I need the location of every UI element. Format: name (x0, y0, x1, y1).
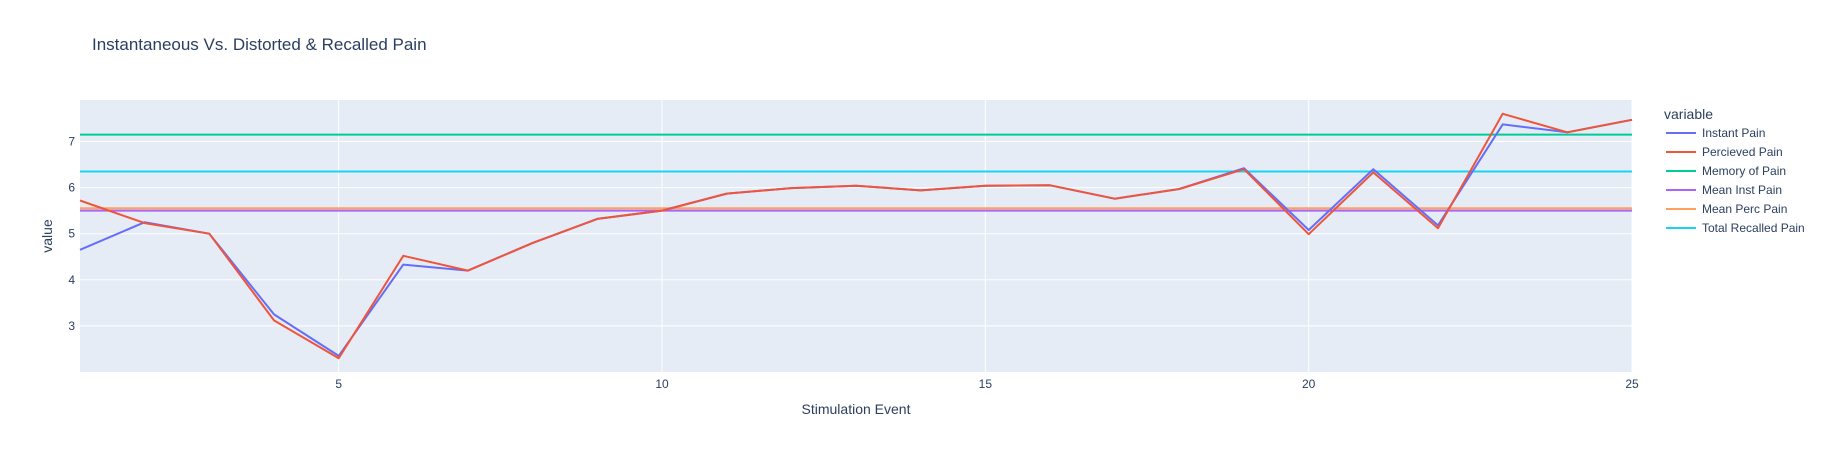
x-axis-title: Stimulation Event (802, 401, 911, 417)
y-axis-title: value (39, 219, 55, 253)
legend-item-mean-perc-pain[interactable]: Mean Perc Pain (1666, 202, 1787, 216)
legend-label: Mean Perc Pain (1702, 202, 1787, 216)
series-line-percieved-pain (79, 112, 1633, 360)
x-tick-label: 5 (335, 377, 342, 391)
legend-label: Total Recalled Pain (1702, 221, 1805, 235)
legend-label: Percieved Pain (1702, 145, 1783, 159)
x-tick-label: 15 (979, 377, 993, 391)
legend-items: Instant Pain Percieved Pain Memory of Pain… (1666, 126, 1805, 235)
legend-label: Instant Pain (1702, 126, 1765, 140)
y-tick-label: 4 (68, 273, 75, 287)
y-tick-label: 5 (68, 227, 75, 241)
tick-labels: 3 4 5 6 7 5 10 15 20 25 (68, 134, 1639, 391)
legend-label: Mean Inst Pain (1702, 183, 1782, 197)
legend-item-percieved-pain[interactable]: Percieved Pain (1666, 145, 1783, 159)
grid (80, 100, 1633, 372)
x-tick-label: 20 (1302, 377, 1316, 391)
legend-item-total-recalled-pain[interactable]: Total Recalled Pain (1666, 221, 1805, 235)
legend: variable Instant Pain Percieved Pain Memor… (1664, 106, 1805, 235)
legend-item-instant-pain[interactable]: Instant Pain (1666, 126, 1765, 140)
legend-item-memory-of-pain[interactable]: Memory of Pain (1666, 164, 1786, 178)
x-tick-label: 10 (655, 377, 669, 391)
y-tick-label: 7 (68, 134, 75, 148)
chart-title: Instantaneous Vs. Distorted & Recalled P… (92, 35, 427, 54)
legend-label: Memory of Pain (1702, 164, 1786, 178)
legend-item-mean-inst-pain[interactable]: Mean Inst Pain (1666, 183, 1782, 197)
x-tick-label: 25 (1625, 377, 1639, 391)
plot-area (80, 100, 1632, 372)
y-tick-label: 3 (68, 319, 75, 333)
legend-title: variable (1664, 106, 1713, 122)
series-group (79, 112, 1633, 360)
y-tick-label: 6 (68, 181, 75, 195)
